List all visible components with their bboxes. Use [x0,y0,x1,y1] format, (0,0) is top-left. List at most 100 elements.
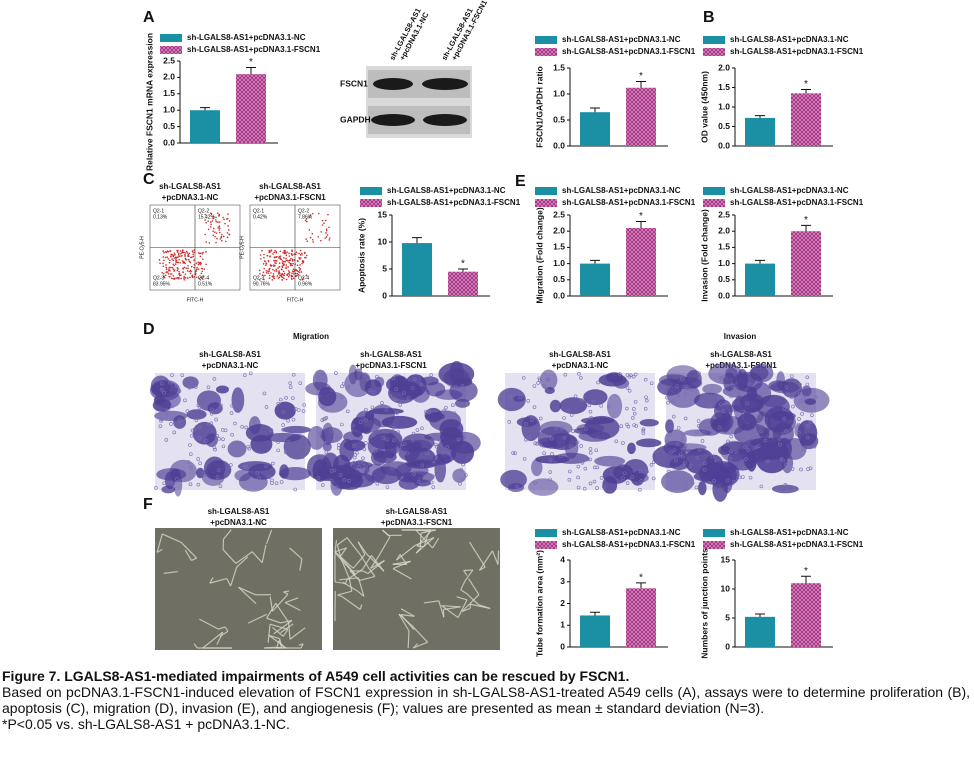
pore [644,395,648,400]
tube [341,595,361,610]
flow-event [174,277,176,279]
pore [185,409,190,413]
significance: * [639,211,643,222]
cell-cluster [438,362,475,386]
y-tick-label: 1.5 [718,82,730,92]
flow-event [173,257,175,259]
pore [649,462,654,467]
tube [460,581,466,591]
image-label: sh-LGALS8-AS1 [360,350,422,359]
tube [334,551,354,569]
tube [222,549,237,564]
pore [726,439,730,444]
cell-cluster [282,425,311,434]
flow-event [274,249,276,252]
flow-event [327,213,329,216]
flow-event [170,255,172,258]
pore [598,457,602,462]
tube [400,608,415,617]
tube [266,617,281,624]
pore [568,469,572,474]
pore [187,385,192,390]
pore [438,442,443,447]
flow-event [167,250,170,253]
pore [450,403,455,408]
flow-event [288,252,290,255]
flow-event [200,267,203,270]
flow-event [296,259,299,262]
flow-event [228,220,231,222]
flow-event [197,268,200,271]
pore [747,382,752,386]
flow-event [165,264,167,266]
pore [667,469,671,474]
flow-event [278,270,280,272]
legend-swatch [360,199,382,207]
cell-cluster [528,478,559,496]
pore [375,374,379,379]
flow-event [299,254,302,256]
flow-event [172,268,175,271]
pore [742,445,747,449]
flow-event [312,241,314,243]
bar [791,93,821,146]
flow-event [269,256,271,258]
y-tick-label: 0 [382,290,387,300]
pore [576,485,581,490]
pore [159,387,164,392]
tube [441,605,461,608]
flow-event [218,229,221,231]
pore [295,469,299,474]
pore [625,481,630,485]
pore [745,401,749,406]
pore [233,421,237,426]
pore [264,464,268,469]
flow-event [282,260,285,263]
legend-label: sh-LGALS8-AS1+pcDNA3.1-NC [730,528,849,537]
pore [813,395,818,400]
bar [791,583,821,647]
flow-event [205,241,208,243]
flow-event [262,271,265,274]
flow-event [296,272,299,275]
tube [261,544,267,563]
flow-event [190,265,193,268]
tube [478,550,493,571]
pore [782,416,787,421]
flow-event [217,212,219,215]
flow-event [180,255,182,257]
flow-event [212,234,215,237]
tube [226,578,232,587]
pore [689,388,694,392]
pore [507,420,512,424]
flow-event [189,269,192,272]
tube [299,558,303,571]
y-tick-label: 3 [560,576,565,586]
pore [530,418,534,422]
flow-event [301,254,303,256]
pore [675,384,679,388]
flow-event [227,225,229,227]
pore [267,475,271,480]
flow-event [285,266,287,268]
flow-event [176,277,179,279]
flow-event [204,213,207,216]
flow-event [285,254,288,257]
pore [168,380,172,385]
pore [562,416,566,420]
tube [276,640,280,649]
flow-event [311,212,314,215]
flow-event [279,258,282,260]
y-tick-label: 1.0 [553,258,565,268]
flow-event [292,273,295,275]
cell-cluster [613,377,630,389]
cell-cluster [250,434,273,454]
flow-event [325,229,328,232]
flow-y-label: PE-Cy5-H [139,236,145,259]
tube [346,568,364,581]
flow-event [195,270,197,273]
pore [554,426,558,430]
tube [269,596,274,612]
flow-y-label: PE-Cy5-H [239,236,245,259]
